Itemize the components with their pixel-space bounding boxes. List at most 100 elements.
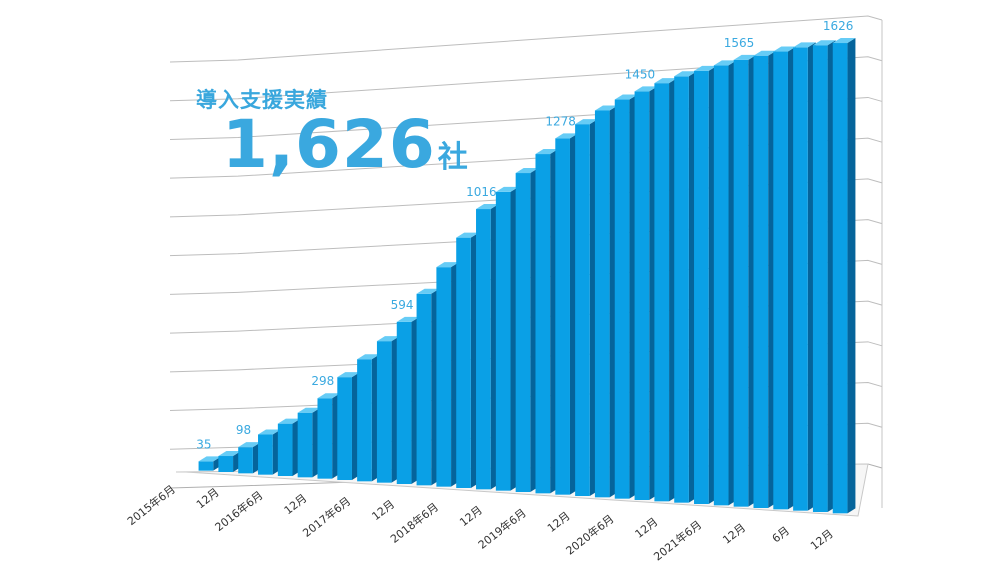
data-label: 1450 xyxy=(625,67,656,81)
bar-front xyxy=(535,154,551,494)
bar-front xyxy=(456,237,471,488)
bar xyxy=(337,372,360,480)
bar-top xyxy=(357,354,380,360)
bar-front xyxy=(614,99,630,499)
bar-top xyxy=(614,94,638,100)
total-count-unit: 社 xyxy=(437,140,468,175)
gridline xyxy=(169,15,883,63)
bar-top xyxy=(258,429,281,435)
bar xyxy=(357,354,380,482)
bar-top xyxy=(654,78,678,84)
bar xyxy=(436,262,460,487)
bar-top xyxy=(277,418,301,424)
x-tick-label: 12月 xyxy=(633,515,661,541)
bar-front xyxy=(753,55,769,509)
bar-front xyxy=(793,47,808,511)
bar-top xyxy=(515,168,539,174)
bar-layer xyxy=(198,38,856,514)
bar-top xyxy=(198,456,222,462)
bar-front xyxy=(832,43,848,514)
bar-front xyxy=(555,138,570,495)
bar-top xyxy=(832,38,856,44)
x-tick-label: 12月 xyxy=(457,503,485,529)
bar-top xyxy=(634,86,658,92)
bar-front xyxy=(515,173,531,492)
bar xyxy=(634,86,658,500)
bar-top xyxy=(773,46,796,52)
bar-top xyxy=(575,119,598,125)
bar-front xyxy=(396,321,412,484)
bar-side xyxy=(847,38,856,514)
bar xyxy=(694,65,717,504)
bar xyxy=(575,119,598,497)
bar xyxy=(654,78,678,502)
bar xyxy=(198,456,222,471)
data-label: 98 xyxy=(236,423,251,437)
bar-top xyxy=(456,232,479,238)
bar-front xyxy=(218,456,234,472)
bar-top xyxy=(713,60,737,66)
bar xyxy=(535,149,559,494)
bar xyxy=(396,316,420,484)
data-label: 1016 xyxy=(466,185,497,199)
bar-front xyxy=(317,398,333,479)
bar-top xyxy=(337,372,360,378)
bar xyxy=(476,204,499,490)
bar xyxy=(832,38,856,514)
bar-front xyxy=(357,359,372,482)
bar xyxy=(238,442,261,474)
bar-top xyxy=(535,149,559,155)
x-tick-label: 6月 xyxy=(770,524,792,545)
bar-front xyxy=(495,191,511,491)
bar xyxy=(793,42,816,511)
bar-front xyxy=(812,45,828,513)
bar-top xyxy=(376,336,400,342)
bar xyxy=(297,407,321,478)
bar xyxy=(733,54,757,507)
bar-front xyxy=(376,341,392,483)
gridline xyxy=(169,96,883,140)
bar-top xyxy=(218,451,242,457)
bar-front xyxy=(238,447,253,474)
gridline xyxy=(169,56,883,102)
x-tick-label: 12月 xyxy=(194,486,222,512)
bar-front xyxy=(337,377,352,480)
x-tick-label: 2015年6月 xyxy=(124,482,178,528)
bar xyxy=(515,168,539,492)
bar-top xyxy=(674,71,697,77)
bar-top xyxy=(793,42,816,48)
bar-front xyxy=(258,434,273,475)
bar-top xyxy=(495,186,519,192)
bar xyxy=(555,133,578,495)
bar-front xyxy=(436,267,452,487)
label-layer: 35 98 298 594 1016 1278 1450 1565 1626 xyxy=(196,19,853,451)
bar xyxy=(456,232,479,488)
bar-top xyxy=(436,262,460,268)
bar-front xyxy=(674,76,689,503)
bar xyxy=(713,60,737,506)
data-label: 1565 xyxy=(724,36,755,50)
bar-top xyxy=(476,204,499,210)
data-label: 594 xyxy=(391,298,414,312)
bar xyxy=(416,288,440,486)
bar-front xyxy=(476,209,491,490)
bar-top xyxy=(555,133,578,139)
x-tick-label: 12月 xyxy=(720,521,748,547)
bar-top xyxy=(396,316,420,322)
bar-top xyxy=(812,40,836,46)
bar-front xyxy=(198,461,214,471)
bar-top xyxy=(753,50,777,56)
bar-front xyxy=(297,412,313,478)
bar xyxy=(495,186,519,491)
data-label: 298 xyxy=(311,374,334,388)
bar xyxy=(317,393,341,479)
bar-top xyxy=(416,288,440,294)
bar xyxy=(376,336,400,483)
data-label: 1626 xyxy=(823,19,854,33)
bar-front xyxy=(575,124,590,497)
bar xyxy=(674,71,697,503)
bar xyxy=(277,418,301,476)
bar-front xyxy=(594,110,610,498)
x-tick-label: 12月 xyxy=(545,509,573,535)
